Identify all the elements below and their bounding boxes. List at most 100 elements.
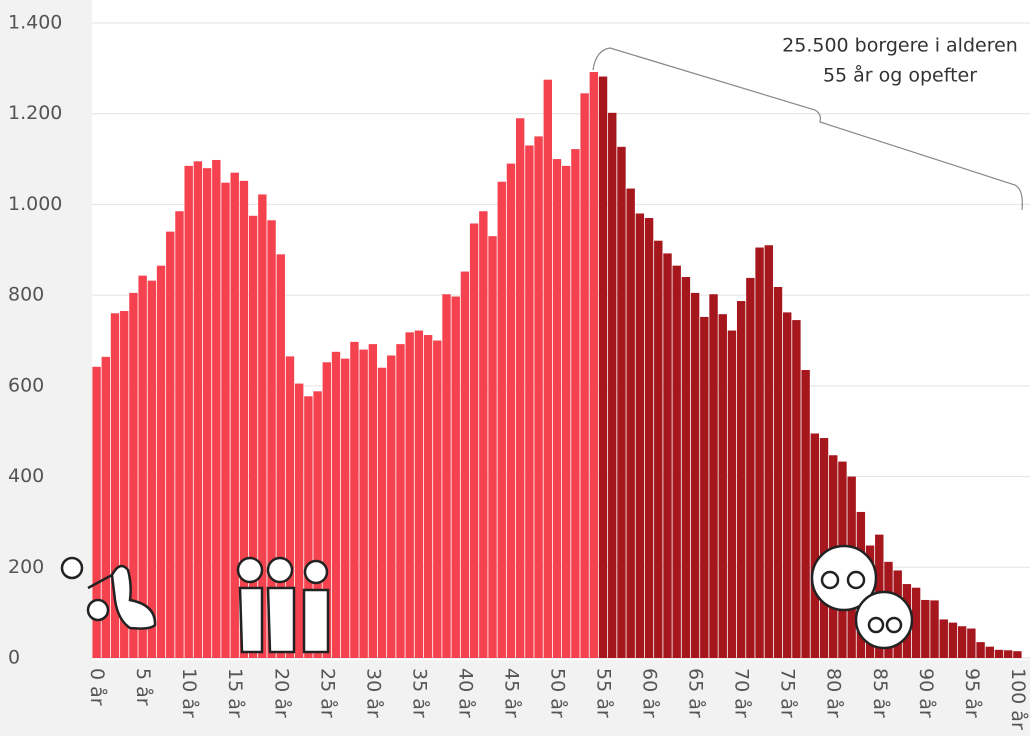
x-tick-label: 35 år [408,668,431,718]
bar [506,163,516,658]
bar [617,146,626,658]
bar [626,188,635,658]
y-tick-label: 600 [8,374,44,396]
bar [387,355,396,658]
x-tick-label: 0 år [86,668,109,706]
x-tick-label: 60 år [639,668,662,718]
bar [792,320,801,658]
bar [147,280,157,658]
bar [230,172,239,658]
x-tick-label: 70 år [731,668,754,718]
bar [672,265,681,658]
bar [120,311,129,658]
bar [911,587,921,658]
bar [221,182,230,658]
bar [700,316,709,658]
bar [359,349,368,658]
bar [294,383,304,658]
bar [644,218,654,659]
x-tick-label: 20 år [270,668,293,718]
bar [175,211,184,658]
y-tick-label: 400 [8,465,44,487]
y-tick-label: 1.200 [8,102,62,124]
y-tick-label: 1.000 [8,193,62,215]
bar [488,236,497,658]
bar [552,159,562,659]
bar [543,79,552,659]
bar [377,367,387,658]
y-tick-label: 200 [8,556,44,578]
bar [368,344,378,658]
bar [350,341,359,658]
x-tick-label: 30 år [362,668,385,718]
bar [709,294,718,658]
y-tick-label: 800 [8,284,44,306]
bar [801,369,810,658]
bar [460,271,470,658]
annotation: 25.500 borgere i alderen [782,35,1018,57]
bar [258,194,267,658]
bar [930,600,939,658]
bar [285,356,295,658]
bar [681,277,691,658]
bar [589,71,599,658]
bar [331,351,341,658]
bar [663,253,672,658]
x-tick-label: 100 år [1007,668,1030,730]
bar [727,330,737,658]
bar [810,433,820,658]
y-tick-label: 0 [8,647,20,669]
bar [193,161,203,658]
bar [515,118,525,658]
bar [414,330,424,658]
annotation-brace [592,47,1023,211]
bar [156,265,166,658]
bar [212,159,221,658]
bar [202,168,212,658]
bar [718,314,727,658]
bar [239,180,249,659]
x-tick-label: 10 år [178,668,201,718]
x-tick-label: 80 år [823,668,846,718]
bar [939,619,948,658]
bar [184,165,193,658]
bar [129,292,138,658]
bar [764,245,773,658]
bar [267,220,276,658]
bar [442,294,451,658]
x-tick-label: 25 år [316,668,339,718]
bar [313,391,322,658]
x-tick-label: 90 år [915,668,938,718]
annotation: 55 år og opefter [823,64,977,87]
bar [405,332,414,658]
bar [1003,650,1013,658]
y-tick-label: 1.400 [8,12,62,34]
bar [248,215,258,658]
bar [736,301,746,658]
bar [746,277,755,658]
bar [304,396,313,658]
bar [341,358,350,658]
bar [690,292,700,658]
x-tick-label: 95 år [961,668,984,718]
bar [773,286,783,658]
bar [276,254,285,659]
bar [525,145,534,658]
bar [497,181,506,658]
bar [994,649,1004,658]
bar [138,275,147,658]
x-tick-label: 75 år [777,668,800,718]
bar [755,247,764,658]
x-tick-label: 45 år [500,668,523,718]
x-tick-label: 15 år [224,668,247,718]
bar [534,136,543,659]
bar [948,622,958,658]
x-tick-label: 65 år [685,668,708,718]
bar [654,240,663,658]
bar [819,438,829,658]
bar [166,231,175,658]
x-tick-label: 50 år [547,668,570,718]
bar [598,76,608,659]
bar [451,296,460,658]
bar [571,149,580,659]
